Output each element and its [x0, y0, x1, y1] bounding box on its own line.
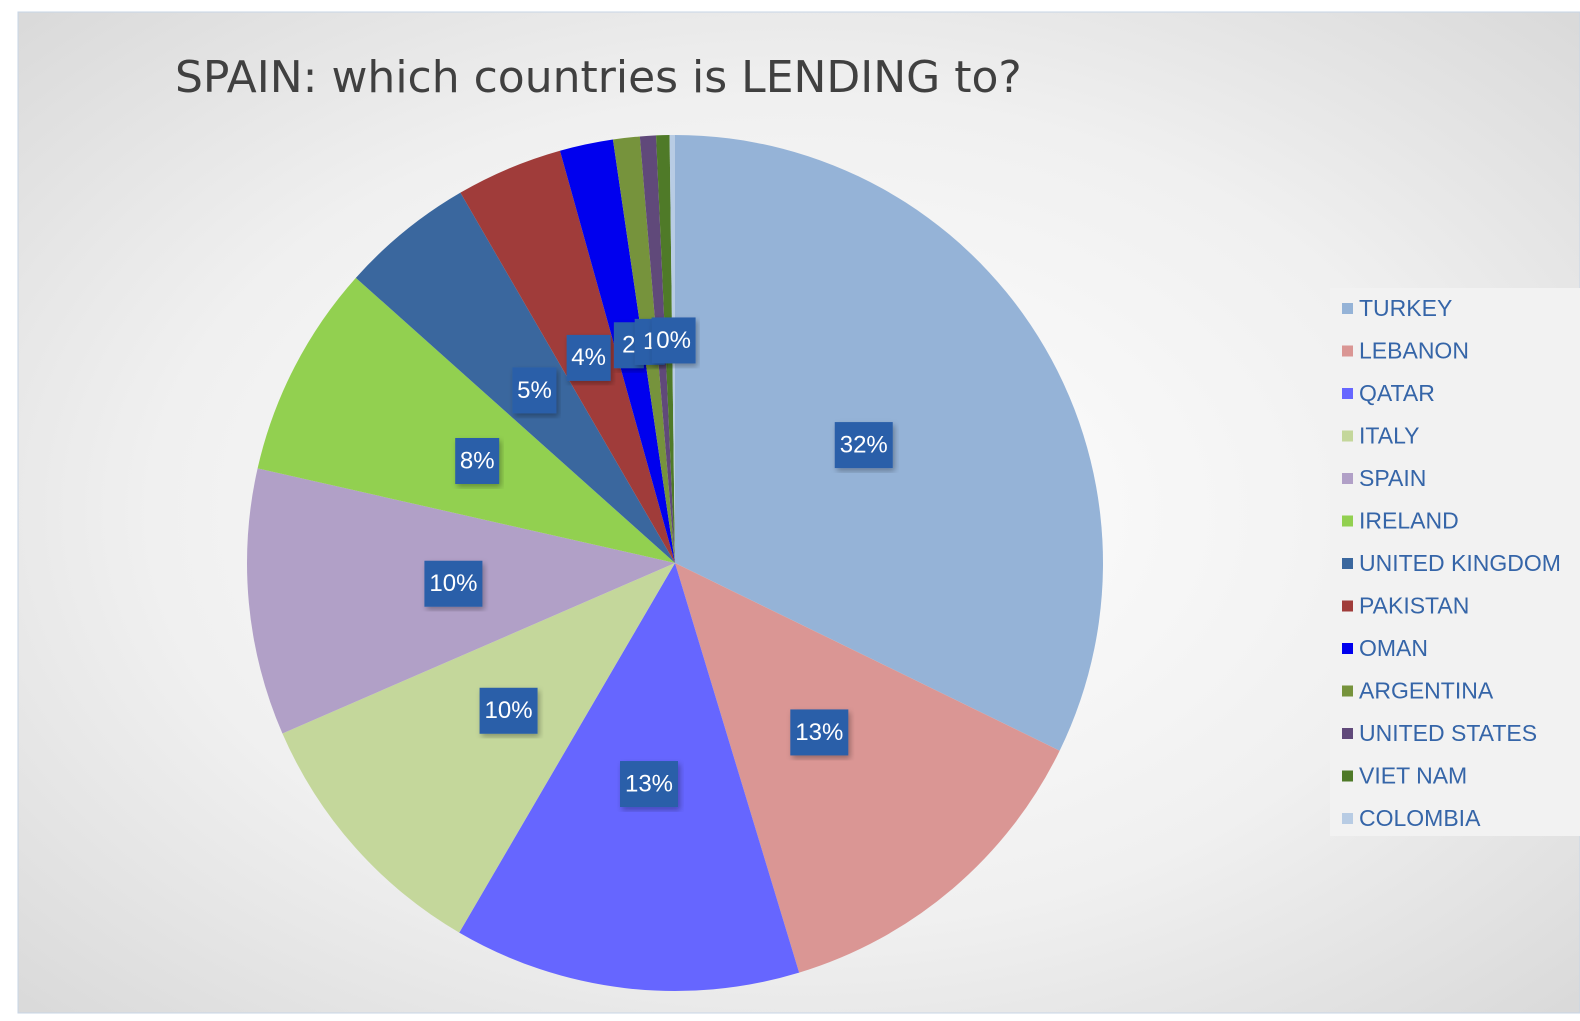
chart-title: SPAIN: which countries is LENDING to? — [175, 52, 1022, 103]
legend-label: ARGENTINA — [1359, 678, 1494, 704]
data-label-box — [834, 422, 893, 469]
legend-label: VIET NAM — [1359, 763, 1467, 789]
data-label: 10% — [485, 697, 533, 724]
legend-swatch — [1342, 643, 1353, 654]
data-label: 4% — [571, 344, 606, 371]
data-label: 2 — [622, 332, 635, 359]
data-label: 8% — [460, 447, 495, 474]
legend-label: OMAN — [1359, 635, 1428, 661]
legend-swatch — [1342, 345, 1353, 357]
legend-label: QATAR — [1359, 380, 1435, 406]
data-label-box — [620, 761, 679, 808]
data-label: 13% — [795, 719, 843, 746]
legend-swatch — [1342, 600, 1353, 612]
data-label: 5% — [517, 377, 552, 404]
slice — [282, 563, 675, 933]
legend-swatch — [1342, 813, 1353, 824]
legend-swatch — [1342, 685, 1353, 697]
data-label-box — [790, 709, 849, 756]
legend-label: COLOMBIA — [1359, 805, 1481, 831]
legend-swatch — [1342, 515, 1353, 527]
legend-swatch — [1342, 728, 1353, 739]
data-label-box — [651, 317, 696, 364]
data-label-box — [566, 334, 611, 381]
data-label: 32% — [840, 431, 888, 458]
legend-label: UNITED KINGDOM — [1359, 550, 1561, 576]
data-label-box — [512, 367, 557, 414]
legend-label: LEBANON — [1359, 338, 1469, 364]
legend-swatch — [1342, 473, 1353, 484]
legend-label: ITALY — [1359, 423, 1420, 449]
legend-swatch — [1342, 558, 1353, 569]
data-label: 13% — [625, 770, 673, 797]
data-label-box — [479, 687, 538, 734]
legend-label: UNITED STATES — [1359, 720, 1537, 746]
slices — [247, 135, 1103, 991]
data-labels: 32%13%13%10%10%8%5%4% 2 1 0% — [424, 317, 893, 808]
data-label: 10% — [429, 570, 477, 597]
legend: TURKEY LEBANON QATAR ITALY SPAIN IRELAND UNITE… — [1342, 295, 1561, 831]
legend-label: PAKISTAN — [1359, 593, 1469, 619]
slice — [675, 563, 1060, 973]
slice — [257, 277, 675, 563]
data-label-box — [424, 560, 483, 607]
legend-label: SPAIN — [1359, 465, 1426, 491]
legend-swatch — [1342, 388, 1353, 399]
legend-swatch — [1342, 430, 1353, 442]
data-label: 0% — [656, 327, 691, 354]
legend-box — [1330, 288, 1580, 836]
legend-swatch — [1342, 770, 1353, 782]
data-label-box — [455, 437, 500, 484]
legend-swatch — [1342, 303, 1353, 314]
legend-label: IRELAND — [1359, 508, 1459, 534]
legend-label: TURKEY — [1359, 295, 1452, 321]
